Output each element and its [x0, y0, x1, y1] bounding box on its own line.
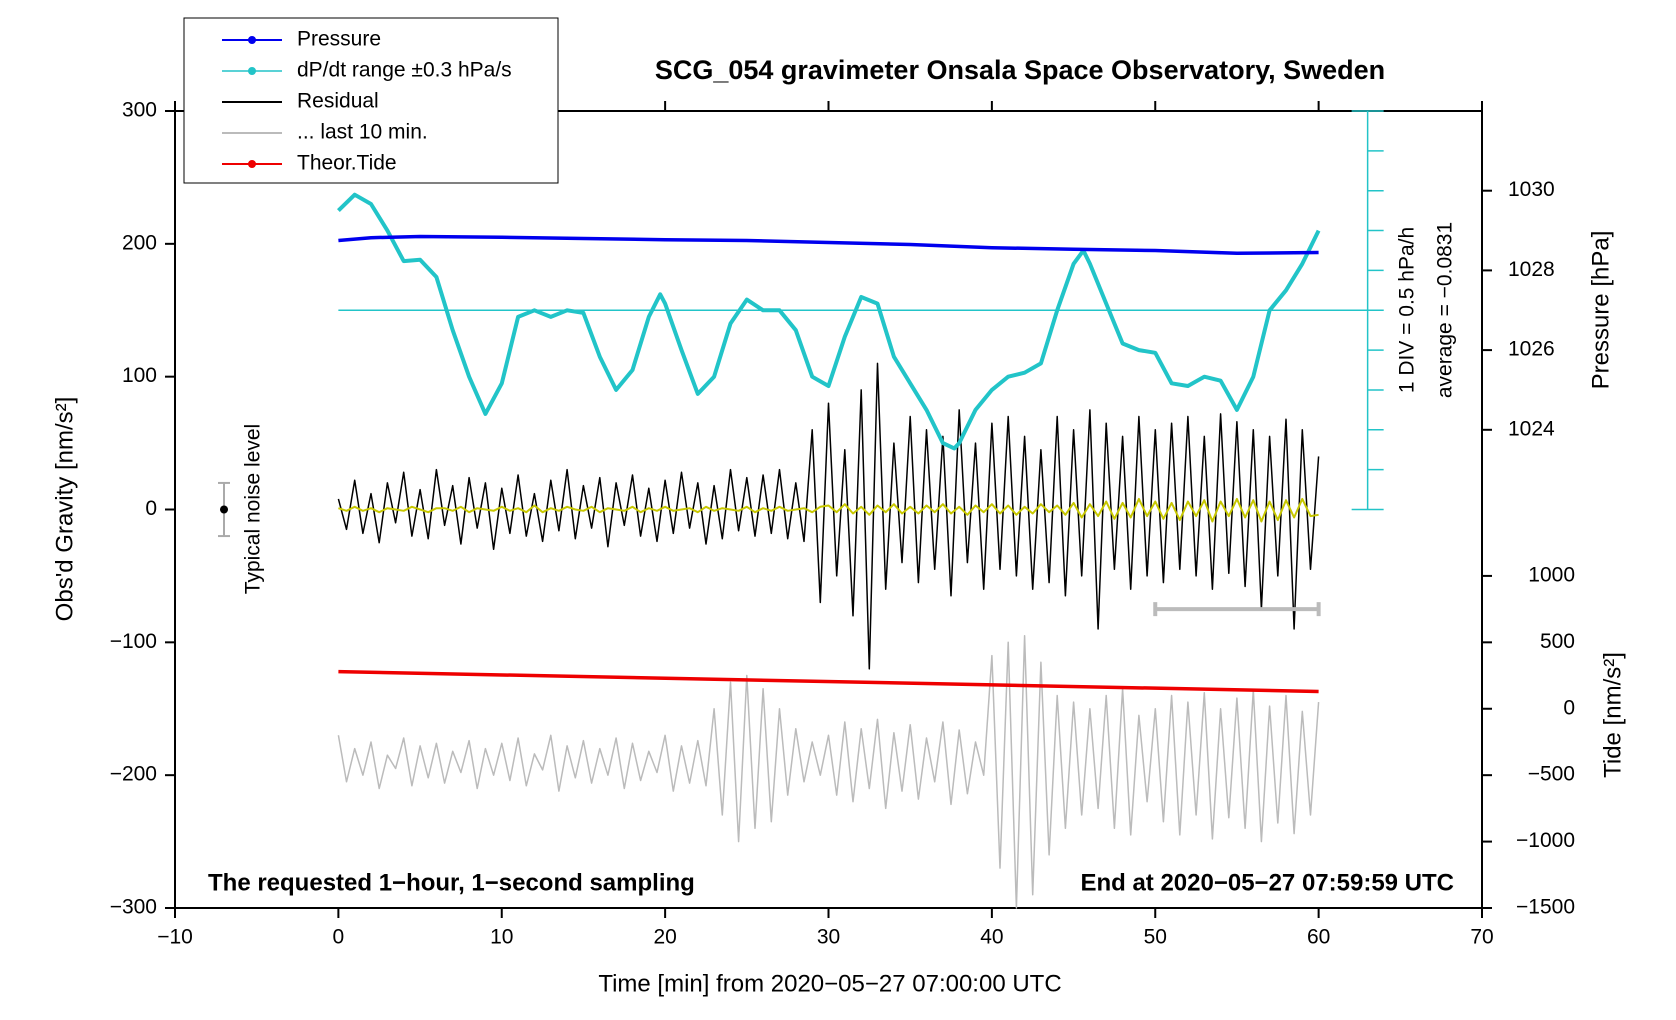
left-annotation: The requested 1−hour, 1−second sampling: [208, 869, 695, 896]
y-tick-label: −200: [110, 763, 157, 786]
x-tick-label: −10: [157, 926, 193, 949]
series-line: [337, 634, 1320, 909]
y2-tick-label: 1024: [1508, 417, 1555, 440]
x-tick-label: 20: [653, 926, 676, 949]
y-tick-label: −100: [110, 630, 157, 653]
x-tick-label: 0: [333, 926, 345, 949]
y3-tick-label: 500: [1540, 630, 1575, 653]
legend-label: dP/dt range ±0.3 hPa/s: [297, 59, 512, 82]
x-tick-label: 10: [490, 926, 513, 949]
legend: [183, 17, 559, 184]
noise-annotation: Typical noise level: [242, 424, 265, 594]
y3-tick-label: 0: [1563, 696, 1575, 719]
x-tick-label: 60: [1307, 926, 1330, 949]
y2-axis-label: Pressure [hPa]: [1587, 231, 1614, 390]
y-tick-label: 100: [122, 364, 157, 387]
y3-axis-label: Tide [nm/s²]: [1599, 652, 1626, 778]
legend-marker: [248, 36, 256, 44]
plot-frame: [174, 110, 1483, 909]
legend-label: Theor.Tide: [297, 152, 397, 175]
y-tick-label: 200: [122, 231, 157, 254]
noise-dot: [220, 505, 229, 514]
legend-label: Residual: [297, 90, 379, 113]
x-tick-label: 30: [817, 926, 840, 949]
legend-marker: [248, 160, 256, 168]
x-axis-label: Time [min] from 2020−05−27 07:00:00 UTC: [598, 970, 1061, 997]
y2-tick-label: 1028: [1508, 258, 1555, 281]
series-line: [337, 362, 1320, 670]
y2-tick-label: 1026: [1508, 338, 1555, 361]
y2-tick-label: 1030: [1508, 178, 1555, 201]
y3-tick-label: 1000: [1528, 563, 1575, 586]
y-tick-label: 300: [122, 99, 157, 122]
div-annotation: 1 DIV = 0.5 hPa/h: [1396, 227, 1419, 393]
y3-tick-label: −500: [1528, 763, 1575, 786]
series-line: [338, 669, 1319, 694]
chart-title: SCG_054 gravimeter Onsala Space Observat…: [655, 55, 1385, 85]
y3-tick-label: −1000: [1516, 829, 1575, 852]
y-tick-label: −300: [110, 896, 157, 919]
y3-tick-label: −1500: [1516, 896, 1575, 919]
y-axis-label: Obs'd Gravity [nm/s²]: [51, 397, 78, 622]
legend-marker: [248, 67, 256, 75]
x-tick-label: 70: [1470, 926, 1493, 949]
average-annotation: average = −0.0831: [1434, 222, 1457, 398]
x-tick-label: 50: [1144, 926, 1167, 949]
legend-label: ... last 10 min.: [297, 121, 428, 144]
series-line: [337, 192, 1321, 451]
right-annotation: End at 2020−05−27 07:59:59 UTC: [1080, 869, 1454, 896]
x-tick-label: 40: [980, 926, 1003, 949]
y-tick-label: 0: [145, 497, 157, 520]
smoothed-line: [338, 497, 1319, 523]
legend-label: Pressure: [297, 28, 381, 51]
series-line: [338, 234, 1319, 256]
